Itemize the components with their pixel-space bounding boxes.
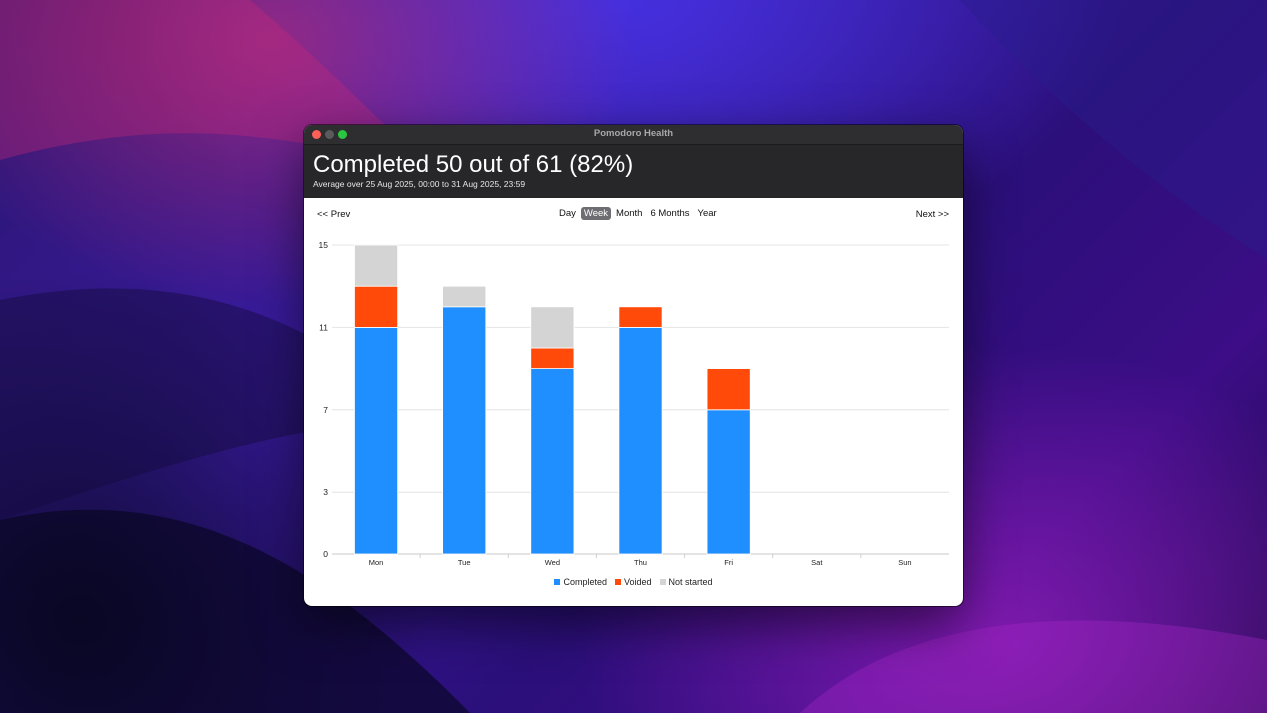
bar-mon-completed	[354, 327, 397, 554]
x-tick-label: Sat	[811, 558, 823, 567]
app-window: Pomodoro Health Completed 50 out of 61 (…	[304, 125, 963, 606]
window-title: Pomodoro Health	[304, 128, 963, 139]
bar-thu-voided	[619, 307, 662, 328]
legend-item-voided: Voided	[615, 577, 652, 587]
bar-wed-voided	[531, 348, 574, 369]
bar-tue-not-started	[443, 286, 486, 307]
legend-swatch-not-started	[660, 579, 666, 585]
date-range-subtitle: Average over 25 Aug 2025, 00:00 to 31 Au…	[313, 179, 954, 189]
legend-label-voided: Voided	[624, 577, 652, 587]
y-tick-label: 11	[319, 322, 328, 332]
period-day[interactable]: Day	[556, 207, 579, 220]
legend-label-completed: Completed	[563, 577, 607, 587]
title-bar: Pomodoro Health	[304, 125, 963, 145]
legend-item-not-started: Not started	[660, 577, 713, 587]
x-tick-label: Sun	[898, 558, 911, 567]
bar-tue-completed	[443, 307, 486, 554]
bar-mon-voided	[354, 286, 397, 327]
prev-period-button[interactable]: << Prev	[317, 209, 350, 220]
legend-swatch-voided	[615, 579, 621, 585]
period-navigation: << Prev Day Week Month 6 Months Year Nex…	[304, 198, 963, 231]
period-week[interactable]: Week	[581, 207, 611, 220]
bar-thu-completed	[619, 327, 662, 554]
completion-headline: Completed 50 out of 61 (82%)	[313, 145, 954, 178]
period-month[interactable]: Month	[613, 207, 645, 220]
x-tick-label: Mon	[369, 558, 384, 567]
bar-wed-not-started	[531, 307, 574, 348]
chart-legend: Completed Voided Not started	[304, 577, 963, 587]
summary-header: Completed 50 out of 61 (82%) Average ove…	[304, 145, 963, 198]
x-tick-label: Thu	[634, 558, 647, 567]
x-tick-label: Tue	[458, 558, 471, 567]
legend-swatch-completed	[554, 579, 560, 585]
period-selector: Day Week Month 6 Months Year	[556, 207, 720, 220]
bar-wed-completed	[531, 369, 574, 554]
period-6-months[interactable]: 6 Months	[647, 207, 692, 220]
y-tick-label: 15	[319, 240, 329, 250]
bar-fri-completed	[707, 410, 750, 554]
legend-label-not-started: Not started	[669, 577, 713, 587]
bar-mon-not-started	[354, 245, 397, 286]
bar-fri-voided	[707, 369, 750, 410]
period-year[interactable]: Year	[695, 207, 720, 220]
y-tick-label: 7	[323, 405, 328, 415]
weekly-stacked-bar-chart: 0 3 7 11 15 Mon Tue Wed Thu Fri Sat Sun	[304, 231, 963, 571]
y-tick-label: 0	[323, 549, 328, 559]
x-tick-label: Fri	[724, 558, 733, 567]
legend-item-completed: Completed	[554, 577, 607, 587]
next-period-button[interactable]: Next >>	[916, 209, 949, 220]
y-tick-label: 3	[323, 487, 328, 497]
x-tick-label: Wed	[545, 558, 560, 567]
